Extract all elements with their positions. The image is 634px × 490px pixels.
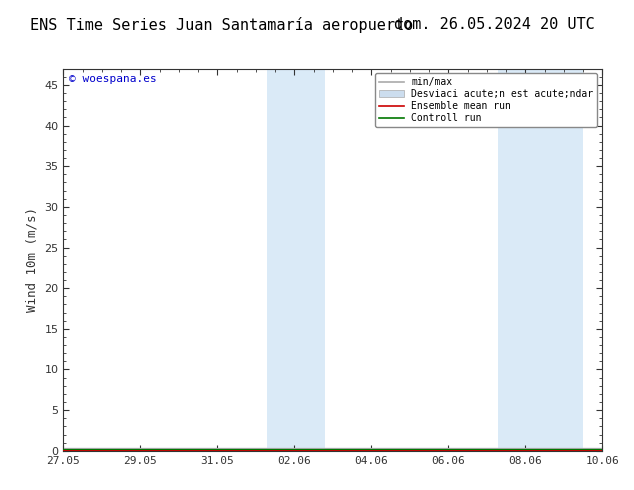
- Legend: min/max, Desviaci acute;n est acute;ndar, Ensemble mean run, Controll run: min/max, Desviaci acute;n est acute;ndar…: [375, 74, 597, 127]
- Text: © woespana.es: © woespana.es: [68, 74, 157, 84]
- Bar: [526, 69, 583, 451]
- Bar: [498, 69, 526, 451]
- Text: dom. 26.05.2024 20 UTC: dom. 26.05.2024 20 UTC: [394, 17, 595, 32]
- Y-axis label: Wind 10m (m/s): Wind 10m (m/s): [26, 207, 39, 312]
- Bar: [294, 69, 325, 451]
- Bar: [268, 69, 294, 451]
- Text: ENS Time Series Juan Santamaría aeropuerto: ENS Time Series Juan Santamaría aeropuer…: [30, 17, 413, 33]
